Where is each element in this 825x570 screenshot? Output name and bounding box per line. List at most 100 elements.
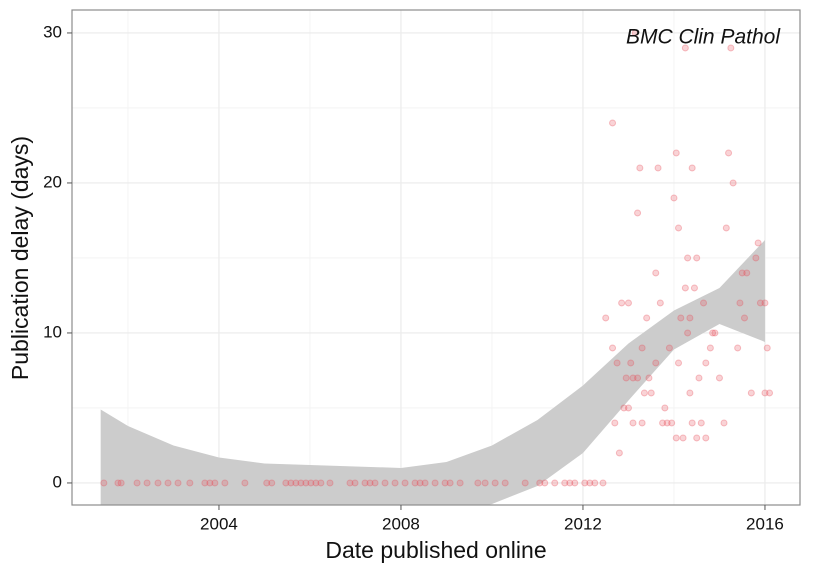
point: [736, 299, 744, 307]
point: [684, 254, 692, 262]
point: [672, 434, 680, 442]
point: [287, 479, 295, 487]
point: [693, 434, 701, 442]
point: [371, 479, 379, 487]
point: [312, 479, 320, 487]
point: [541, 479, 549, 487]
point: [652, 359, 660, 367]
point: [381, 479, 389, 487]
x-tick-label: 2016: [746, 514, 784, 533]
y-tick-label: 30: [43, 22, 62, 41]
point: [706, 344, 714, 352]
point: [734, 344, 742, 352]
point: [754, 239, 762, 247]
point: [686, 314, 694, 322]
point: [681, 44, 689, 52]
annotation: BMC Clin Pathol: [626, 26, 781, 49]
point: [481, 479, 489, 487]
point: [725, 149, 733, 157]
point: [700, 299, 708, 307]
point: [702, 434, 710, 442]
point: [670, 194, 678, 202]
point: [647, 389, 655, 397]
point: [186, 479, 194, 487]
point: [201, 479, 209, 487]
point: [638, 419, 646, 427]
point: [100, 479, 108, 487]
y-axis-title: Publication delay (days): [7, 136, 33, 380]
point: [599, 479, 607, 487]
point: [221, 479, 229, 487]
point: [622, 374, 630, 382]
point: [241, 479, 249, 487]
point: [416, 479, 424, 487]
point: [326, 479, 334, 487]
point: [688, 164, 696, 172]
point: [663, 419, 671, 427]
point: [722, 224, 730, 232]
point: [346, 479, 354, 487]
point: [618, 299, 626, 307]
point: [661, 404, 669, 412]
point: [591, 479, 599, 487]
point: [634, 374, 642, 382]
plot-area: [100, 29, 774, 505]
x-tick-label: 2004: [200, 514, 238, 533]
point: [566, 479, 574, 487]
point: [581, 479, 589, 487]
point: [421, 479, 429, 487]
point: [656, 299, 664, 307]
point: [659, 419, 667, 427]
point: [206, 479, 214, 487]
point: [711, 329, 719, 337]
y-tick-label: 10: [43, 322, 62, 341]
point: [679, 434, 687, 442]
point: [684, 329, 692, 337]
point: [474, 479, 482, 487]
point: [282, 479, 290, 487]
point: [631, 29, 639, 37]
x-tick-label: 2008: [382, 514, 420, 533]
point: [634, 209, 642, 217]
y-tick-label: 0: [53, 472, 62, 491]
point: [391, 479, 399, 487]
point: [446, 479, 454, 487]
point: [317, 479, 325, 487]
point: [624, 404, 632, 412]
point: [602, 314, 610, 322]
point: [307, 479, 315, 487]
point: [766, 389, 774, 397]
point: [268, 479, 276, 487]
point: [690, 284, 698, 292]
point: [665, 344, 673, 352]
point: [441, 479, 449, 487]
point: [654, 164, 662, 172]
point: [611, 419, 619, 427]
x-axis-title: Date published online: [325, 537, 546, 563]
point: [143, 479, 151, 487]
point: [702, 359, 710, 367]
point: [154, 479, 162, 487]
point: [361, 479, 369, 487]
point: [351, 479, 359, 487]
point: [645, 374, 653, 382]
point: [738, 269, 746, 277]
point: [551, 479, 559, 487]
point: [761, 299, 769, 307]
point: [629, 419, 637, 427]
point: [609, 344, 617, 352]
point: [536, 479, 544, 487]
point: [627, 359, 635, 367]
point: [620, 404, 628, 412]
point: [761, 389, 769, 397]
point: [763, 344, 771, 352]
point: [571, 479, 579, 487]
point: [740, 314, 748, 322]
point: [727, 44, 735, 52]
point: [292, 479, 300, 487]
point: [709, 329, 717, 337]
point: [609, 119, 617, 127]
confidence-band: [100, 239, 765, 505]
point: [174, 479, 182, 487]
